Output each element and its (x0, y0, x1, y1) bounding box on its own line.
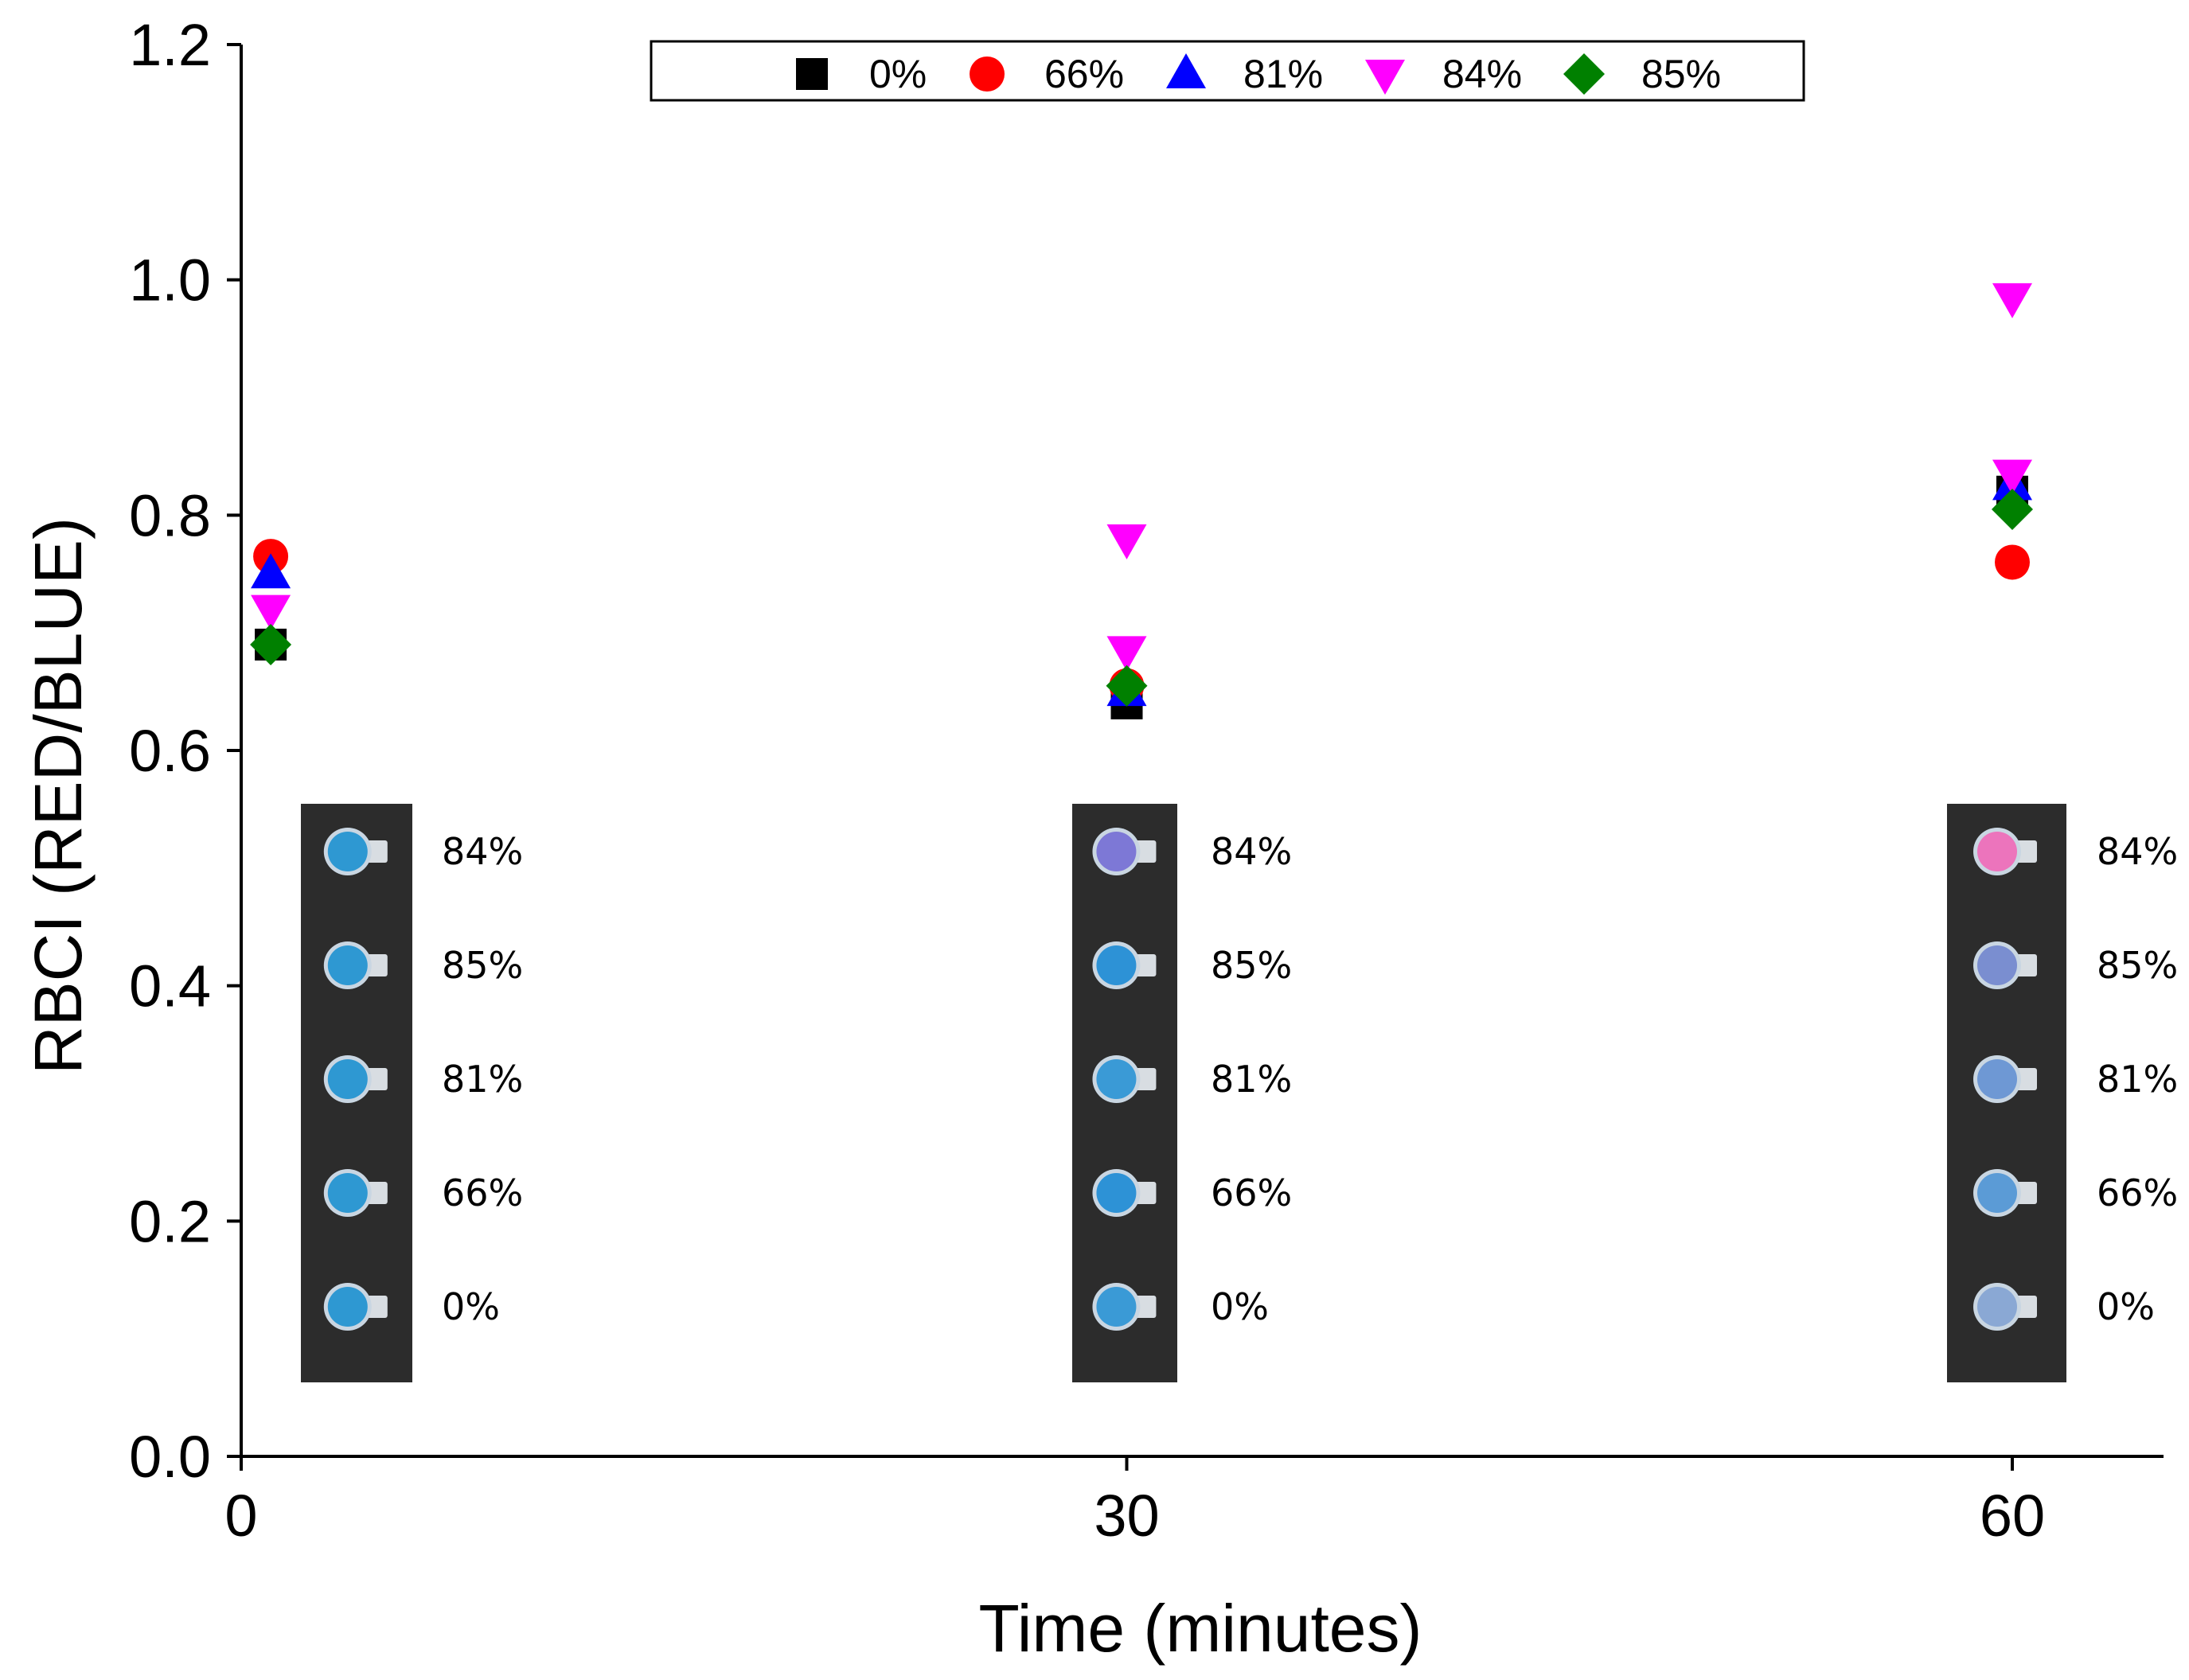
legend-label: 85% (1641, 52, 1721, 96)
photo-label: 0% (442, 1285, 500, 1328)
data-point (251, 553, 291, 589)
y-axis-title: RBCI (RED/BLUE) (21, 517, 96, 1074)
y-tick-label: 0.6 (129, 718, 211, 784)
legend-marker (1563, 53, 1605, 95)
test-spot (1977, 1173, 2017, 1213)
legend-marker (1365, 60, 1405, 95)
legend-marker (796, 58, 828, 90)
photo-label: 81% (2097, 1058, 2178, 1101)
legend-entry-0pct: 0% (796, 52, 927, 96)
legend-entry-84pct: 84% (1365, 52, 1522, 96)
photo-label: 85% (2097, 944, 2178, 987)
test-spot (327, 1287, 368, 1327)
legend: 0% 66% 81% 84% 85% (650, 40, 1805, 102)
data-point (250, 623, 292, 665)
test-spot (1096, 1059, 1137, 1099)
y-tick-label: 0.2 (129, 1188, 211, 1254)
test-spot (327, 945, 368, 985)
x-tick-label: 0 (224, 1483, 257, 1549)
test-spot (1977, 945, 2017, 985)
inset-photo-0-min: 84% 85% 81% 66% 0% (301, 804, 523, 1382)
legend-label: 66% (1044, 52, 1124, 96)
series-85pct (250, 488, 2033, 707)
test-spot (1977, 1287, 2017, 1327)
data-point (1992, 283, 2032, 318)
test-spot (1096, 1173, 1137, 1213)
data-point (251, 594, 291, 630)
inset-photos: 84% 85% 81% 66% 0% 84% 85% 81% 66% 0% 84% 85% 81% 66%… (301, 804, 2178, 1382)
ticks: 0.0 0.2 0.4 0.6 0.8 1.0 1.2 0 30 60 (129, 12, 2045, 1549)
photo-label: 84% (1211, 830, 1292, 873)
test-spot (1096, 945, 1137, 985)
photo-label: 66% (1211, 1171, 1292, 1214)
photo-label: 81% (442, 1058, 523, 1101)
x-tick-label: 60 (1980, 1483, 2045, 1549)
photo-label: 84% (2097, 830, 2178, 873)
photo-label: 81% (1211, 1058, 1292, 1101)
legend-entry-66pct: 66% (970, 52, 1124, 96)
legend-label: 81% (1243, 52, 1323, 96)
photo-label: 84% (442, 830, 523, 873)
legend-marker (1166, 53, 1206, 88)
x-axis-title: Time (minutes) (979, 1591, 1422, 1666)
legend-entry-81pct: 81% (1166, 52, 1323, 96)
y-tick-label: 1.0 (129, 248, 211, 314)
series-84pct (251, 283, 2032, 672)
y-tick-label: 0.8 (129, 482, 211, 548)
data-point (1995, 544, 2030, 580)
y-tick-label: 0.4 (129, 953, 211, 1019)
photo-label: 66% (2097, 1171, 2178, 1214)
data-point (1106, 636, 1147, 672)
legend-label: 84% (1442, 52, 1522, 96)
inset-photo-60-min: 84% 85% 81% 66% 0% (1947, 804, 2178, 1382)
test-spot (327, 1173, 368, 1213)
data-markers (250, 283, 2033, 719)
photo-label: 0% (2097, 1285, 2155, 1328)
data-point (1992, 459, 2032, 495)
x-tick-label: 30 (1094, 1483, 1159, 1549)
test-spot (1977, 832, 2017, 871)
photo-label: 85% (442, 944, 523, 987)
test-spot (1096, 1287, 1137, 1327)
data-point (1106, 665, 1148, 707)
test-spot (327, 1059, 368, 1099)
photo-label: 85% (1211, 944, 1292, 987)
inset-photo-30-min: 84% 85% 81% 66% 0% (1072, 804, 1292, 1382)
photo-label: 0% (1211, 1285, 1269, 1328)
legend-entry-85pct: 85% (1563, 52, 1721, 96)
test-spot (1977, 1059, 2017, 1099)
legend-label: 0% (869, 52, 927, 96)
data-point (1992, 488, 2033, 530)
legend-marker (970, 57, 1005, 92)
data-point (1106, 524, 1147, 559)
photo-label: 66% (442, 1171, 523, 1214)
y-tick-label: 0.0 (129, 1424, 211, 1490)
legend-box (650, 40, 1805, 102)
y-tick-label: 1.2 (129, 12, 211, 78)
test-spot (327, 832, 368, 871)
test-spot (1096, 832, 1137, 871)
